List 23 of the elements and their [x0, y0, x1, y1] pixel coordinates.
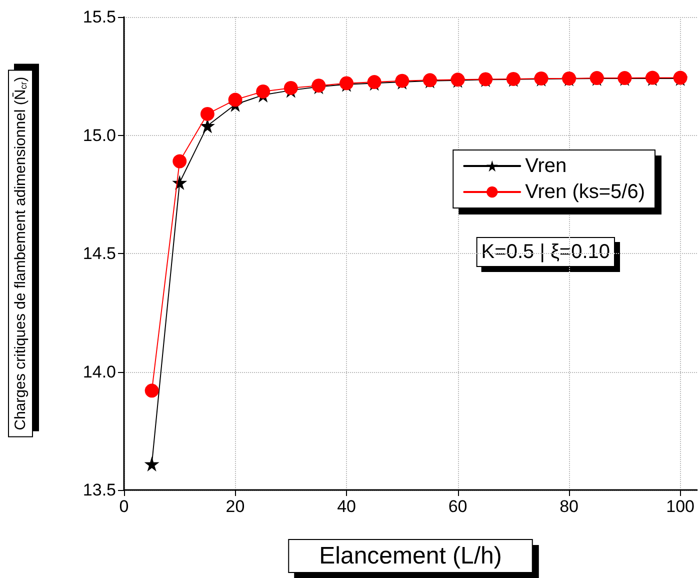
point [144, 456, 160, 472]
point [284, 80, 298, 95]
y-tick-label: 14.0 [82, 362, 116, 382]
y-axis-title: Charges critiques de flambement adimensionnel (N̄cr) [12, 76, 29, 430]
point [144, 384, 159, 398]
x-tick-label: 20 [226, 497, 245, 516]
legend-label: Vren [525, 155, 567, 177]
x-tick-label: 40 [337, 497, 356, 516]
y-tick-label: 13.5 [82, 480, 116, 500]
legend-label: Vren (ks=5/6) [525, 181, 646, 203]
annotation: K=0.5 | ξ=0.10 [481, 241, 610, 263]
x-tick-label: 60 [448, 497, 468, 516]
x-tick-label: 100 [666, 497, 694, 516]
y-tick-label: 15.0 [82, 126, 116, 145]
x-axis-title: Elancement (L/h) [319, 542, 502, 570]
x-tick-label: 80 [560, 497, 579, 516]
point [200, 106, 214, 121]
point [172, 154, 187, 168]
point [228, 92, 242, 107]
x-tick-label: 0 [119, 497, 129, 516]
y-tick-label: 15.5 [82, 8, 116, 26]
point [256, 84, 270, 98]
y-tick-label: 14.5 [82, 244, 116, 263]
